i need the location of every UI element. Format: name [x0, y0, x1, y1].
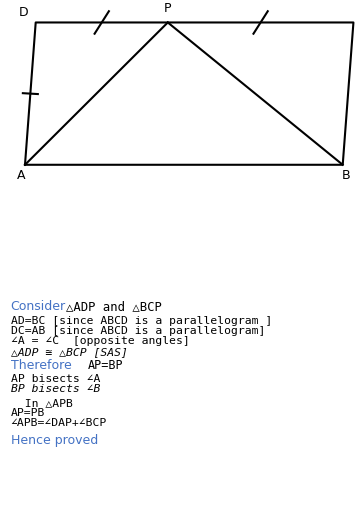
- Text: AP=BP: AP=BP: [87, 359, 123, 372]
- Text: D: D: [19, 6, 29, 19]
- Text: BP bisects ∠B: BP bisects ∠B: [11, 384, 100, 394]
- Text: In △APB: In △APB: [11, 398, 72, 408]
- Text: AP=PB: AP=PB: [11, 408, 45, 418]
- Text: B: B: [342, 169, 351, 182]
- Text: ∠A = ∠C  [opposite angles]: ∠A = ∠C [opposite angles]: [11, 336, 190, 346]
- Text: A: A: [17, 169, 26, 182]
- Text: AD=BC [since ABCD is a parallelogram ]: AD=BC [since ABCD is a parallelogram ]: [11, 316, 272, 326]
- Text: Consider: Consider: [11, 300, 66, 313]
- Text: AP bisects ∠A: AP bisects ∠A: [11, 373, 100, 384]
- Text: P: P: [164, 2, 172, 15]
- Text: Therefore: Therefore: [11, 359, 71, 372]
- Text: DC=AB [since ABCD is a parallelogram]: DC=AB [since ABCD is a parallelogram]: [11, 326, 265, 336]
- Text: ∠APB=∠DAP+∠BCP: ∠APB=∠DAP+∠BCP: [11, 418, 107, 428]
- Text: △ADP ≅ △BCP [SAS]: △ADP ≅ △BCP [SAS]: [11, 347, 127, 357]
- Text: Hence proved: Hence proved: [11, 434, 98, 447]
- Text: △ADP and △BCP: △ADP and △BCP: [66, 300, 162, 313]
